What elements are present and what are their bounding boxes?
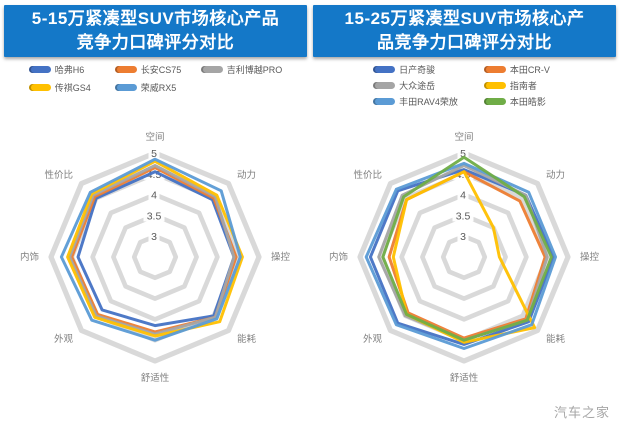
chart-panel-right: 15-25万紧凑型SUV市场核心产 品竞争力口碑评分对比 日产奇骏 本田CR-V 大…: [313, 5, 616, 423]
legend-color-dash: [28, 84, 51, 91]
axis-label: 内饰: [329, 251, 348, 263]
legend-item: 丰田RAV4荣放: [373, 95, 458, 108]
axis-label: 内饰: [20, 251, 39, 263]
series-polygon: [59, 157, 242, 342]
legend-label: 哈弗H6: [54, 65, 85, 75]
series-polygon: [66, 159, 244, 338]
legend-color-dash: [483, 66, 506, 73]
series-polygon: [364, 161, 557, 350]
grid-ring: [420, 213, 508, 301]
series-polygon: [68, 164, 236, 336]
legend-item: 长安CS75: [114, 63, 187, 76]
chart-title-left-line2: 竞争力口碑评分对比: [76, 33, 235, 52]
axis-label: 动力: [237, 169, 256, 181]
tick-label-box: [148, 187, 160, 201]
series-polygon: [391, 170, 537, 344]
legend-label: 本田皓影: [509, 97, 546, 107]
chart-panel-left: 5-15万紧凑型SUV市场核心产品 竞争力口碑评分对比 哈弗H6 长安CS75 吉利…: [4, 5, 307, 423]
tick-label-box: [148, 229, 160, 243]
legend-label: 传祺GS4: [54, 83, 91, 93]
legend-label: 指南者: [509, 81, 537, 91]
tick-label: 3.5: [147, 210, 162, 222]
legend-color-dash: [373, 98, 396, 105]
chart-title-right-line2: 品竞争力口碑评分对比: [377, 33, 552, 52]
tick-label-box: [457, 146, 469, 159]
axis-label: 舒适性: [141, 372, 170, 384]
legend-item: 日产奇骏: [373, 63, 458, 76]
chart-title-right-line1: 15-25万紧凑型SUV市场核心产: [344, 9, 585, 29]
legend-item: 哈弗H6: [28, 63, 101, 76]
axis-label: 空间: [454, 131, 473, 143]
axis-label: 能耗: [237, 333, 257, 345]
axis-label: 能耗: [546, 333, 566, 345]
legend-label: 丰田RAV4荣放: [399, 97, 458, 107]
grid-ring: [48, 150, 262, 364]
legend-item: 大众途岳: [373, 79, 458, 92]
grid-ring: [357, 150, 571, 364]
grid-ring: [90, 192, 220, 322]
legend-item: 本田CR-V: [483, 63, 556, 76]
tick-label: 5: [151, 148, 157, 160]
legend-color-dash: [200, 66, 223, 73]
series-polygon: [368, 168, 555, 346]
tick-label: 3.5: [456, 210, 471, 222]
axis-label: 性价比: [44, 169, 73, 181]
axis-label: 空间: [145, 131, 164, 143]
tick-label-box: [457, 187, 469, 201]
legend-color-dash: [483, 82, 506, 89]
radar-chart-right: 5 4.5 4 3.5 3 空间 动力 操控 能耗 舒适性 外观 内饰 性价比: [313, 111, 616, 411]
legend-left: 哈弗H6 长安CS75 吉利博越PRO 传祺GS4 荣威RX5: [4, 63, 307, 111]
legend-color-dash: [373, 66, 396, 73]
legend-color-dash: [373, 82, 396, 89]
chart-title-left-line1: 5-15万紧凑型SUV市场核心产品: [31, 9, 280, 29]
chart-title-right: 15-25万紧凑型SUV市场核心产 品竞争力口碑评分对比: [313, 5, 616, 57]
legend-item: 吉利博越PRO: [200, 63, 283, 76]
tick-label-box: [452, 208, 474, 222]
tick-label: 4: [460, 190, 466, 202]
tick-label: 5: [460, 148, 466, 160]
tick-label: 3: [151, 231, 157, 243]
legend-item: 指南者: [483, 79, 556, 92]
grid-ring: [399, 192, 529, 322]
series-polygon: [76, 170, 236, 328]
legend-label: 吉利博越PRO: [226, 65, 283, 75]
grid-ring: [111, 213, 199, 301]
tick-label-box: [143, 208, 165, 222]
legend-label: 长安CS75: [140, 65, 182, 75]
axis-label: 操控: [580, 251, 600, 263]
legend-label: 大众途岳: [399, 81, 436, 91]
axis-label: 舒适性: [450, 372, 479, 384]
tick-label: 4: [151, 190, 157, 202]
legend-color-dash: [114, 84, 137, 91]
legend-label: 荣威RX5: [140, 83, 177, 93]
tick-label-box: [457, 229, 469, 243]
tick-label-box: [148, 146, 160, 159]
axis-label: 外观: [363, 333, 383, 345]
legend-color-dash: [28, 66, 51, 73]
axis-label: 外观: [54, 333, 74, 345]
axis-label: 动力: [546, 169, 565, 181]
legend-label: 本田CR-V: [509, 65, 550, 75]
grid-ring: [131, 233, 179, 281]
legend-right: 日产奇骏 本田CR-V 大众途岳 指南者丰田RAV4荣放 本田皓影: [313, 63, 616, 111]
chart-title-left: 5-15万紧凑型SUV市场核心产品 竞争力口碑评分对比: [4, 5, 307, 57]
radar-chart-left: 5 4.5 4 3.5 3 空间 动力 操控 能耗 舒适性 外观 内饰 性价比: [4, 111, 307, 411]
watermark: 汽车之家: [553, 405, 610, 420]
legend-item: 本田皓影: [483, 95, 556, 108]
legend-color-dash: [483, 98, 506, 105]
grid-ring: [440, 233, 488, 281]
legend-item: 传祺GS4: [28, 81, 101, 94]
series-polygon: [381, 155, 553, 342]
legend-color-dash: [114, 66, 137, 73]
tick-label: 3: [460, 231, 466, 243]
axis-label: 操控: [271, 251, 291, 263]
legend-label: 日产奇骏: [399, 65, 436, 75]
axis-label: 性价比: [353, 169, 382, 181]
legend-item: 荣威RX5: [114, 81, 187, 94]
